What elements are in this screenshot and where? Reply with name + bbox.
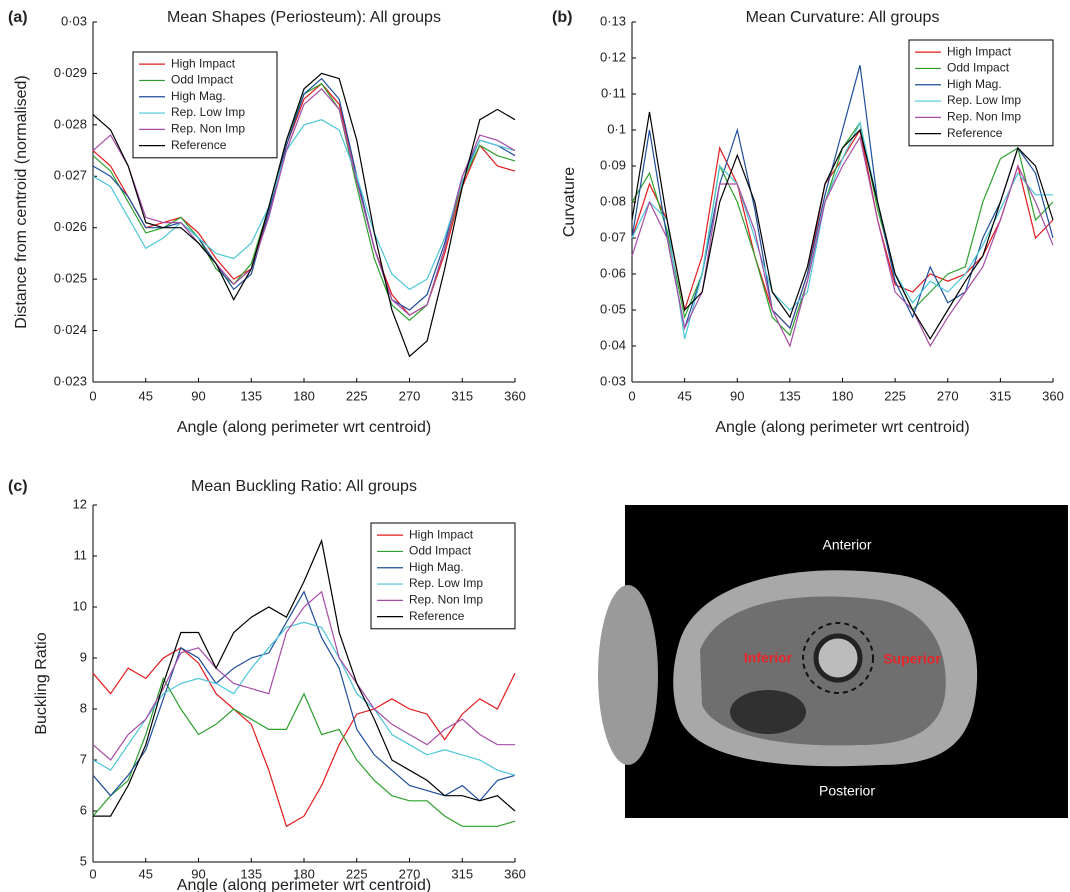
x-tick-label: 0 — [89, 388, 96, 403]
x-tick-label: 315 — [451, 388, 473, 403]
series-line — [93, 622, 515, 775]
x-tick-label: 270 — [399, 388, 421, 403]
y-tick-label: 0·11 — [601, 85, 626, 100]
legend-label: Odd Impact — [947, 61, 1010, 75]
y-tick-label: 0·1 — [607, 121, 626, 136]
dark-region — [730, 690, 806, 734]
panel-label: (b) — [552, 9, 572, 26]
y-tick-label: 10 — [73, 598, 87, 613]
x-tick-label: 225 — [346, 866, 368, 881]
legend-label: Rep. Low Imp — [409, 576, 483, 590]
y-axis-label: Distance from centroid (normalised) — [13, 75, 30, 328]
x-tick-label: 135 — [240, 388, 262, 403]
legend-label: Odd Impact — [409, 544, 472, 558]
chart-title: Mean Curvature: All groups — [746, 9, 940, 26]
x-tick-label: 360 — [504, 866, 526, 881]
y-tick-label: 0·03 — [600, 373, 626, 388]
y-tick-label: 0·03 — [61, 13, 87, 28]
x-tick-label: 0 — [628, 388, 635, 403]
panel-label: (c) — [8, 478, 28, 495]
y-tick-label: 0·027 — [54, 168, 87, 183]
y-tick-label: 0·05 — [600, 301, 626, 316]
series-line — [632, 123, 1053, 335]
y-tick-label: 0·09 — [600, 157, 626, 172]
y-tick-label: 0·12 — [600, 49, 626, 64]
legend-label: Odd Impact — [171, 73, 234, 87]
y-tick-label: 0·025 — [54, 271, 87, 286]
x-tick-label: 135 — [779, 388, 801, 403]
x-tick-label: 225 — [346, 388, 368, 403]
legend-label: Rep. Non Imp — [409, 593, 483, 607]
y-tick-label: 0·07 — [600, 229, 626, 244]
y-tick-label: 8 — [80, 700, 87, 715]
legend-label: High Mag. — [947, 77, 1002, 91]
x-tick-label: 315 — [451, 866, 473, 881]
series-line — [93, 648, 515, 827]
bone — [816, 636, 860, 680]
y-tick-label: 0·026 — [54, 219, 87, 234]
y-tick-label: 0·028 — [54, 116, 87, 131]
chart-title: Mean Buckling Ratio: All groups — [191, 478, 417, 495]
legend-label: Rep. Low Imp — [947, 93, 1021, 107]
x-tick-label: 180 — [832, 388, 854, 403]
legend-label: High Impact — [171, 56, 236, 70]
x-tick-label: 90 — [191, 866, 205, 881]
y-tick-label: 0·08 — [600, 193, 626, 208]
y-tick-label: 0·04 — [600, 337, 626, 352]
legend-label: Rep. Non Imp — [171, 122, 245, 136]
x-tick-label: 180 — [293, 388, 315, 403]
x-tick-label: 45 — [139, 866, 153, 881]
x-tick-label: 225 — [884, 388, 906, 403]
x-tick-label: 315 — [990, 388, 1012, 403]
legend-label: High Mag. — [171, 89, 226, 103]
y-tick-label: 0·029 — [54, 65, 87, 80]
inferior-label: Inferior — [744, 650, 793, 666]
y-tick-label: 6 — [80, 802, 87, 817]
x-tick-label: 45 — [677, 388, 691, 403]
figure: Anterior Posterior Inferior Superior (a)… — [0, 0, 1070, 892]
y-tick-label: 0·023 — [54, 373, 87, 388]
x-tick-label: 360 — [1042, 388, 1064, 403]
legend-label: Reference — [409, 609, 465, 623]
x-tick-label: 360 — [504, 388, 526, 403]
y-tick-label: 5 — [80, 853, 87, 868]
y-axis-label: Curvature — [561, 167, 578, 237]
x-tick-label: 90 — [191, 388, 205, 403]
x-tick-label: 270 — [399, 866, 421, 881]
legend-label: High Mag. — [409, 560, 464, 574]
x-tick-label: 135 — [240, 866, 262, 881]
legend-label: Rep. Non Imp — [947, 110, 1021, 124]
y-tick-label: 9 — [80, 649, 87, 664]
anterior-label: Anterior — [822, 537, 871, 553]
y-tick-label: 11 — [74, 547, 88, 562]
x-tick-label: 45 — [139, 388, 153, 403]
superior-label: Superior — [883, 651, 941, 667]
x-axis-label: Angle (along perimeter wrt centroid) — [715, 419, 969, 436]
x-tick-label: 90 — [730, 388, 744, 403]
y-axis-label: Buckling Ratio — [33, 632, 50, 734]
legend-label: High Impact — [947, 44, 1012, 58]
legend-label: High Impact — [409, 527, 474, 541]
y-tick-label: 0·13 — [600, 13, 626, 28]
y-tick-label: 0·024 — [54, 322, 87, 337]
panel-label: (a) — [8, 9, 28, 26]
mri-image: Anterior Posterior Inferior Superior — [598, 505, 1068, 818]
legend-label: Rep. Low Imp — [171, 105, 245, 119]
x-tick-label: 180 — [293, 866, 315, 881]
y-tick-label: 12 — [73, 496, 87, 511]
x-tick-label: 0 — [89, 866, 96, 881]
legend-label: Reference — [947, 126, 1003, 140]
chart-title: Mean Shapes (Periosteum): All groups — [167, 9, 441, 26]
posterior-label: Posterior — [819, 783, 875, 799]
x-tick-label: 270 — [937, 388, 959, 403]
other-leg — [598, 585, 658, 765]
y-tick-label: 0·06 — [600, 265, 626, 280]
legend-label: Reference — [171, 138, 227, 152]
x-axis-label: Angle (along perimeter wrt centroid) — [177, 419, 431, 436]
y-tick-label: 7 — [80, 751, 87, 766]
